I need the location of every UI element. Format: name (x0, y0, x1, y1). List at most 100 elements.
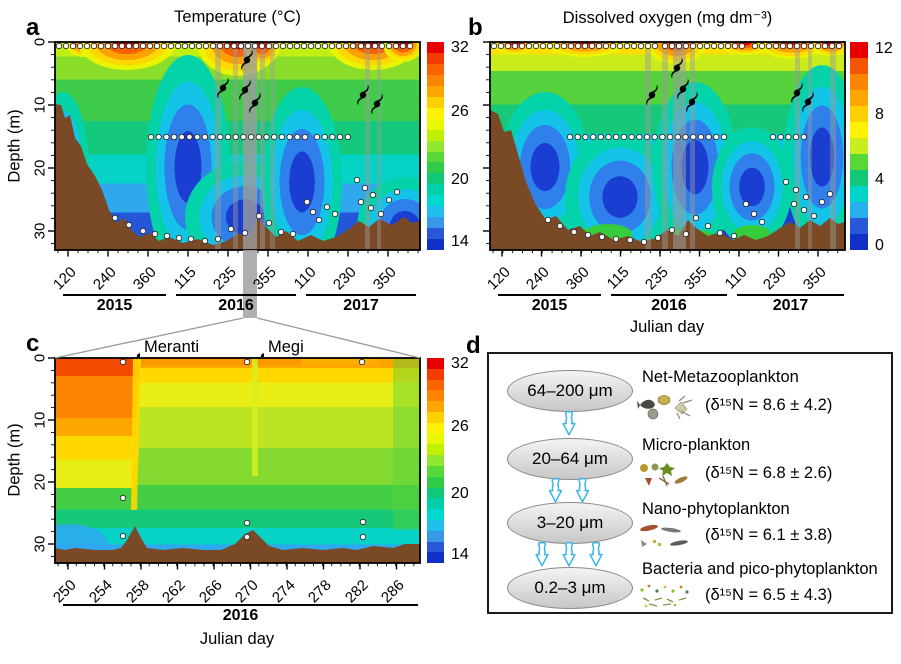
typhoon-period-band (377, 42, 381, 250)
sampling-dot (335, 42, 343, 50)
sampling-dot (359, 533, 367, 541)
sampling-dot (187, 235, 195, 243)
colorbar-temperature-a (427, 42, 444, 251)
sampling-dot (785, 133, 792, 141)
colorbar-temperature-c (427, 358, 444, 564)
down-arrow-icon (562, 542, 576, 567)
sampling-dot (209, 42, 217, 50)
pre-typhoon-warm-layer (55, 358, 141, 488)
sampling-dot (556, 222, 564, 230)
year-axis-line (176, 294, 296, 296)
sampling-dot (751, 42, 759, 50)
sampling-dot (628, 133, 635, 141)
d15n-value-1: (δ¹⁵N = 8.6 ± 4.2) (705, 396, 833, 414)
sampling-dot (385, 196, 393, 204)
sampling-dot (703, 42, 711, 50)
sampling-dot (147, 133, 155, 141)
typhoon-period-band (365, 42, 370, 250)
sampling-dot (720, 133, 728, 141)
sampling-dot (223, 42, 231, 50)
colorbar-step (427, 42, 444, 53)
typhoon-period-band (808, 42, 812, 250)
colorbar-step (427, 411, 444, 423)
sampling-dot (786, 42, 794, 50)
sampling-dot (597, 133, 604, 141)
sampling-dot (349, 42, 357, 50)
year-label: 2015 (531, 297, 568, 314)
sampling-dot (705, 133, 712, 141)
sampling-dot (758, 42, 766, 50)
sampling-dot (392, 42, 400, 50)
colorbar-step (427, 96, 444, 108)
sampling-dot (309, 208, 317, 216)
sampling-dot (518, 42, 526, 50)
colorbar-tick-label: 14 (451, 546, 469, 564)
sampling-dot (810, 212, 818, 220)
year-label: 2017 (772, 297, 809, 314)
typhoon-period-band (673, 42, 686, 250)
sampling-dot (186, 133, 193, 141)
colorbar-step (850, 122, 868, 138)
sampling-dot (369, 191, 377, 199)
colorbar-step (850, 106, 868, 122)
sampling-dot (574, 133, 581, 141)
colorbar-tick-label: 26 (451, 102, 469, 120)
colorbar-tick-label: 12 (875, 39, 893, 57)
sampling-dot (651, 133, 658, 141)
sampling-dot (623, 42, 631, 50)
colorbar-step (427, 455, 444, 466)
sampling-dot (353, 176, 361, 184)
year-axis-line (63, 604, 418, 606)
colorbar-step (427, 74, 444, 86)
sampling-dot (716, 229, 724, 237)
typhoon-period-band (260, 42, 265, 250)
sampling-dot (321, 42, 329, 50)
x-tick-label: 360 (562, 263, 593, 294)
size-fraction-label: 0.2–3 μm (534, 578, 606, 597)
x-tick-label: 282 (341, 576, 372, 607)
colorbar-tick-label: 14 (451, 233, 469, 251)
colorbar-tick-label: 20 (451, 170, 469, 188)
size-fraction-ellipse-1: 64–200 μm (507, 370, 633, 412)
sampling-dot (278, 133, 285, 141)
sampling-dot (314, 42, 322, 50)
colorbar-step (427, 162, 444, 174)
sampling-dot (307, 42, 315, 50)
sampling-dot (758, 218, 766, 226)
typhoon-period-band (215, 42, 221, 250)
x-tick-label: 115 (170, 263, 200, 293)
sampling-dot (111, 214, 119, 222)
colorbar-step (427, 433, 444, 445)
sampling-dot (243, 358, 251, 366)
x-tick-label: 266 (195, 576, 226, 607)
colorbar-step (427, 444, 444, 456)
colorbar-step (427, 401, 444, 412)
sampling-dot (504, 42, 512, 50)
sampling-dot (125, 221, 133, 229)
x-tick-label: 120 (483, 263, 514, 294)
sampling-dot (560, 42, 568, 50)
panel-d-letter: d (466, 332, 481, 359)
sampling-dot (232, 133, 239, 141)
axis-ticks (48, 41, 419, 257)
sampling-dot (367, 204, 375, 212)
sampling-dot (532, 42, 540, 50)
sampling-dot (605, 133, 612, 141)
sampling-dot (174, 42, 182, 50)
year-axis-line (498, 294, 601, 296)
sampling-dot (730, 232, 738, 240)
size-fraction-label: 3–20 μm (536, 513, 604, 532)
sampling-dot (710, 42, 718, 50)
sampling-dot (201, 237, 209, 245)
sampling-dot (188, 42, 196, 50)
sampling-dot (146, 42, 154, 50)
x-tick-label: 355 (249, 263, 280, 294)
sampling-dot (807, 42, 815, 50)
sampling-dot (243, 533, 251, 541)
sampling-dot (195, 42, 203, 50)
sampling-dot (277, 228, 285, 236)
sampling-dot (118, 42, 126, 50)
flow-arrows-1 (562, 411, 577, 437)
colorbar-step (427, 217, 444, 229)
